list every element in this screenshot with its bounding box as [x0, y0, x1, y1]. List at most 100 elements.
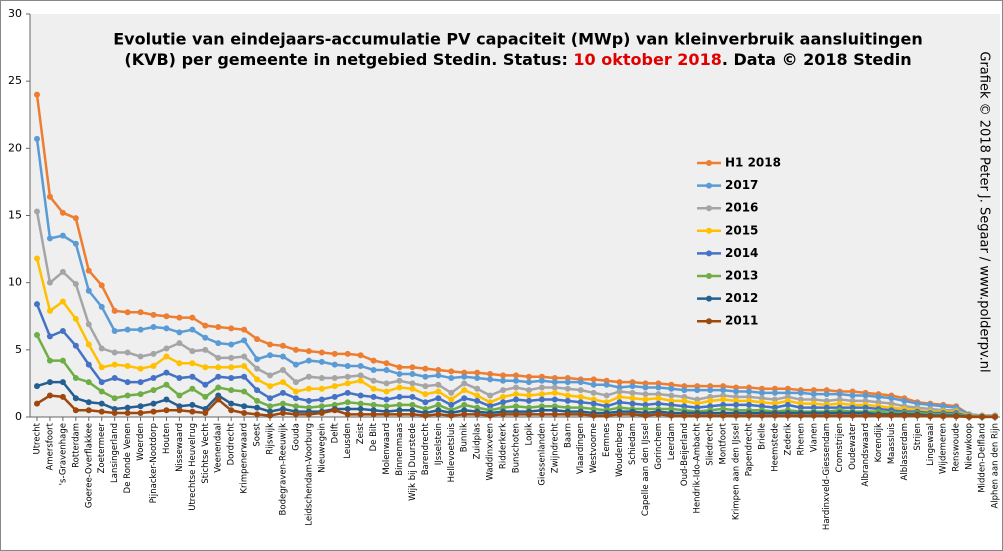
x-tick-label: Amersfoort: [45, 422, 55, 470]
point: [758, 389, 765, 396]
x-tick-label: Zederik: [783, 423, 793, 456]
y-tick-label: 25: [8, 74, 22, 87]
point: [409, 364, 416, 371]
point: [642, 391, 649, 398]
point: [487, 371, 494, 378]
point: [474, 392, 481, 399]
point: [344, 362, 351, 369]
point: [59, 232, 66, 239]
x-tick-label: Houten: [162, 423, 172, 454]
legend-marker: [706, 250, 712, 257]
point: [267, 395, 274, 402]
point: [279, 366, 286, 373]
point: [668, 385, 675, 392]
x-tick-label: Utrecht: [33, 422, 43, 454]
point: [163, 345, 170, 352]
point: [771, 389, 778, 396]
point: [746, 412, 753, 419]
point: [422, 399, 429, 406]
x-tick-label: Bunnik: [460, 423, 470, 452]
point: [85, 379, 92, 386]
point: [111, 409, 118, 416]
point: [797, 412, 804, 419]
point: [59, 328, 66, 335]
point: [85, 361, 92, 368]
point: [564, 392, 571, 399]
y-tick-label: 20: [8, 141, 22, 154]
point: [616, 399, 623, 406]
y-tick-label: 15: [8, 209, 22, 222]
point: [85, 399, 92, 406]
x-tick-label: Krimpen aan den IJssel: [732, 423, 742, 520]
point: [500, 372, 507, 379]
point: [992, 413, 998, 420]
point: [500, 399, 507, 406]
point: [629, 411, 636, 418]
point: [474, 385, 481, 392]
point: [98, 364, 105, 371]
point: [137, 403, 144, 410]
point: [720, 396, 727, 403]
point: [940, 413, 947, 420]
point: [292, 379, 299, 386]
point: [150, 311, 157, 318]
point: [655, 400, 662, 407]
point: [383, 403, 390, 410]
point: [577, 399, 584, 406]
point: [98, 408, 105, 415]
x-tick-label: Vlaardingen: [576, 423, 586, 474]
point: [215, 373, 222, 380]
point: [616, 411, 623, 418]
point: [124, 404, 131, 411]
point: [370, 411, 377, 418]
legend-marker: [706, 295, 712, 302]
point: [901, 397, 908, 404]
point: [59, 298, 66, 305]
point: [46, 333, 53, 340]
point: [72, 215, 79, 222]
point: [46, 279, 53, 286]
point: [72, 375, 79, 382]
point: [202, 409, 209, 416]
point: [435, 366, 442, 373]
point: [163, 313, 170, 320]
point: [655, 384, 662, 391]
point: [396, 411, 403, 418]
point: [901, 412, 908, 419]
point: [694, 387, 701, 394]
point: [150, 408, 157, 415]
point: [616, 379, 623, 386]
point: [318, 385, 325, 392]
point: [305, 385, 312, 392]
point: [111, 349, 118, 356]
point: [564, 397, 571, 404]
point: [305, 397, 312, 404]
subtitle-date: 10 oktober 2018: [573, 50, 721, 69]
point: [487, 412, 494, 419]
point: [34, 91, 40, 98]
point: [655, 411, 662, 418]
point: [98, 345, 105, 352]
point: [176, 407, 183, 414]
point: [279, 342, 286, 349]
point: [150, 387, 157, 394]
point: [448, 389, 455, 396]
point: [629, 389, 636, 396]
point: [163, 407, 170, 414]
point: [34, 255, 40, 262]
point: [254, 356, 261, 363]
point: [46, 392, 53, 399]
point: [254, 404, 261, 411]
point: [72, 281, 79, 288]
point: [202, 322, 209, 329]
x-tick-label: Ridderkerk: [499, 423, 509, 469]
point: [46, 379, 53, 386]
point: [279, 353, 286, 360]
point: [228, 407, 235, 414]
x-tick-label: Zuidplas: [473, 422, 483, 459]
x-tick-label: Brielle: [757, 423, 767, 450]
point: [176, 314, 183, 321]
point: [176, 329, 183, 336]
subtitle-part: . Data © 2018 Stedin: [722, 50, 912, 69]
point: [784, 412, 791, 419]
